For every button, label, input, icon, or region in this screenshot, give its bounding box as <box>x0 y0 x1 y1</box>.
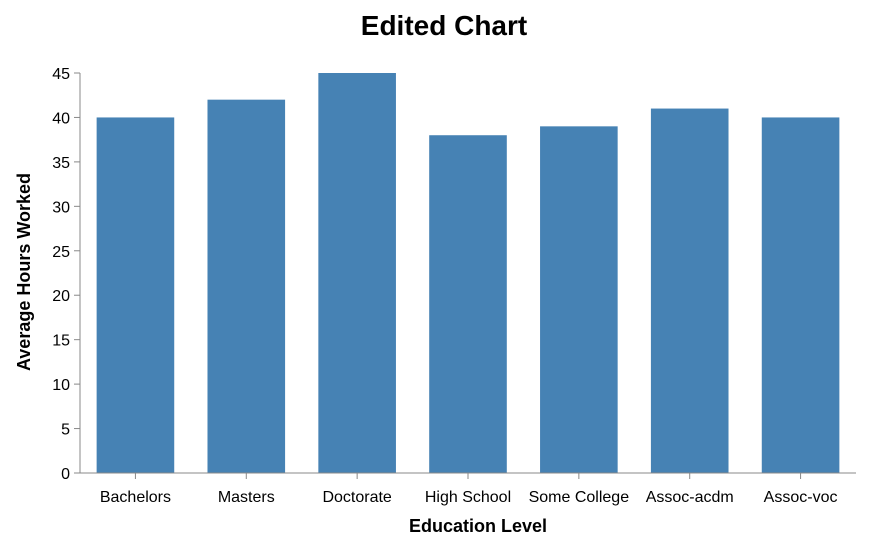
y-tick-label: 10 <box>52 377 70 394</box>
bar <box>429 135 507 473</box>
chart-title: Edited Chart <box>361 10 527 41</box>
y-axis: 0 5 10 15 20 25 30 35 40 45 <box>52 66 81 483</box>
y-tick-label: 45 <box>52 66 70 83</box>
y-tick-label: 30 <box>52 199 70 216</box>
x-tick-label: Bachelors <box>100 489 171 506</box>
y-tick-label: 35 <box>52 155 70 172</box>
y-tick-label: 5 <box>61 422 70 439</box>
x-axis: Bachelors Masters Doctorate High School Some… <box>80 472 856 506</box>
y-tick-label: 0 <box>61 466 70 483</box>
x-tick-label: Doctorate <box>322 489 391 506</box>
x-axis-title: Education Level <box>409 516 547 536</box>
y-tick-label: 15 <box>52 333 70 350</box>
bar <box>318 73 396 473</box>
y-tick-label: 25 <box>52 244 70 261</box>
bar <box>540 126 618 473</box>
bar <box>761 117 840 473</box>
bar <box>207 99 286 474</box>
x-tick-label: Assoc-acdm <box>646 489 734 506</box>
bar <box>96 117 175 473</box>
bars <box>96 73 840 474</box>
y-tick-label: 40 <box>52 110 70 127</box>
x-tick-label: Assoc-voc <box>764 489 838 506</box>
x-tick-label: High School <box>425 489 511 506</box>
y-axis-title: Average Hours Worked <box>14 173 34 371</box>
y-tick-label: 20 <box>52 288 70 305</box>
x-tick-label: Some College <box>529 489 630 506</box>
x-tick-label: Masters <box>218 489 275 506</box>
bar <box>650 108 729 474</box>
